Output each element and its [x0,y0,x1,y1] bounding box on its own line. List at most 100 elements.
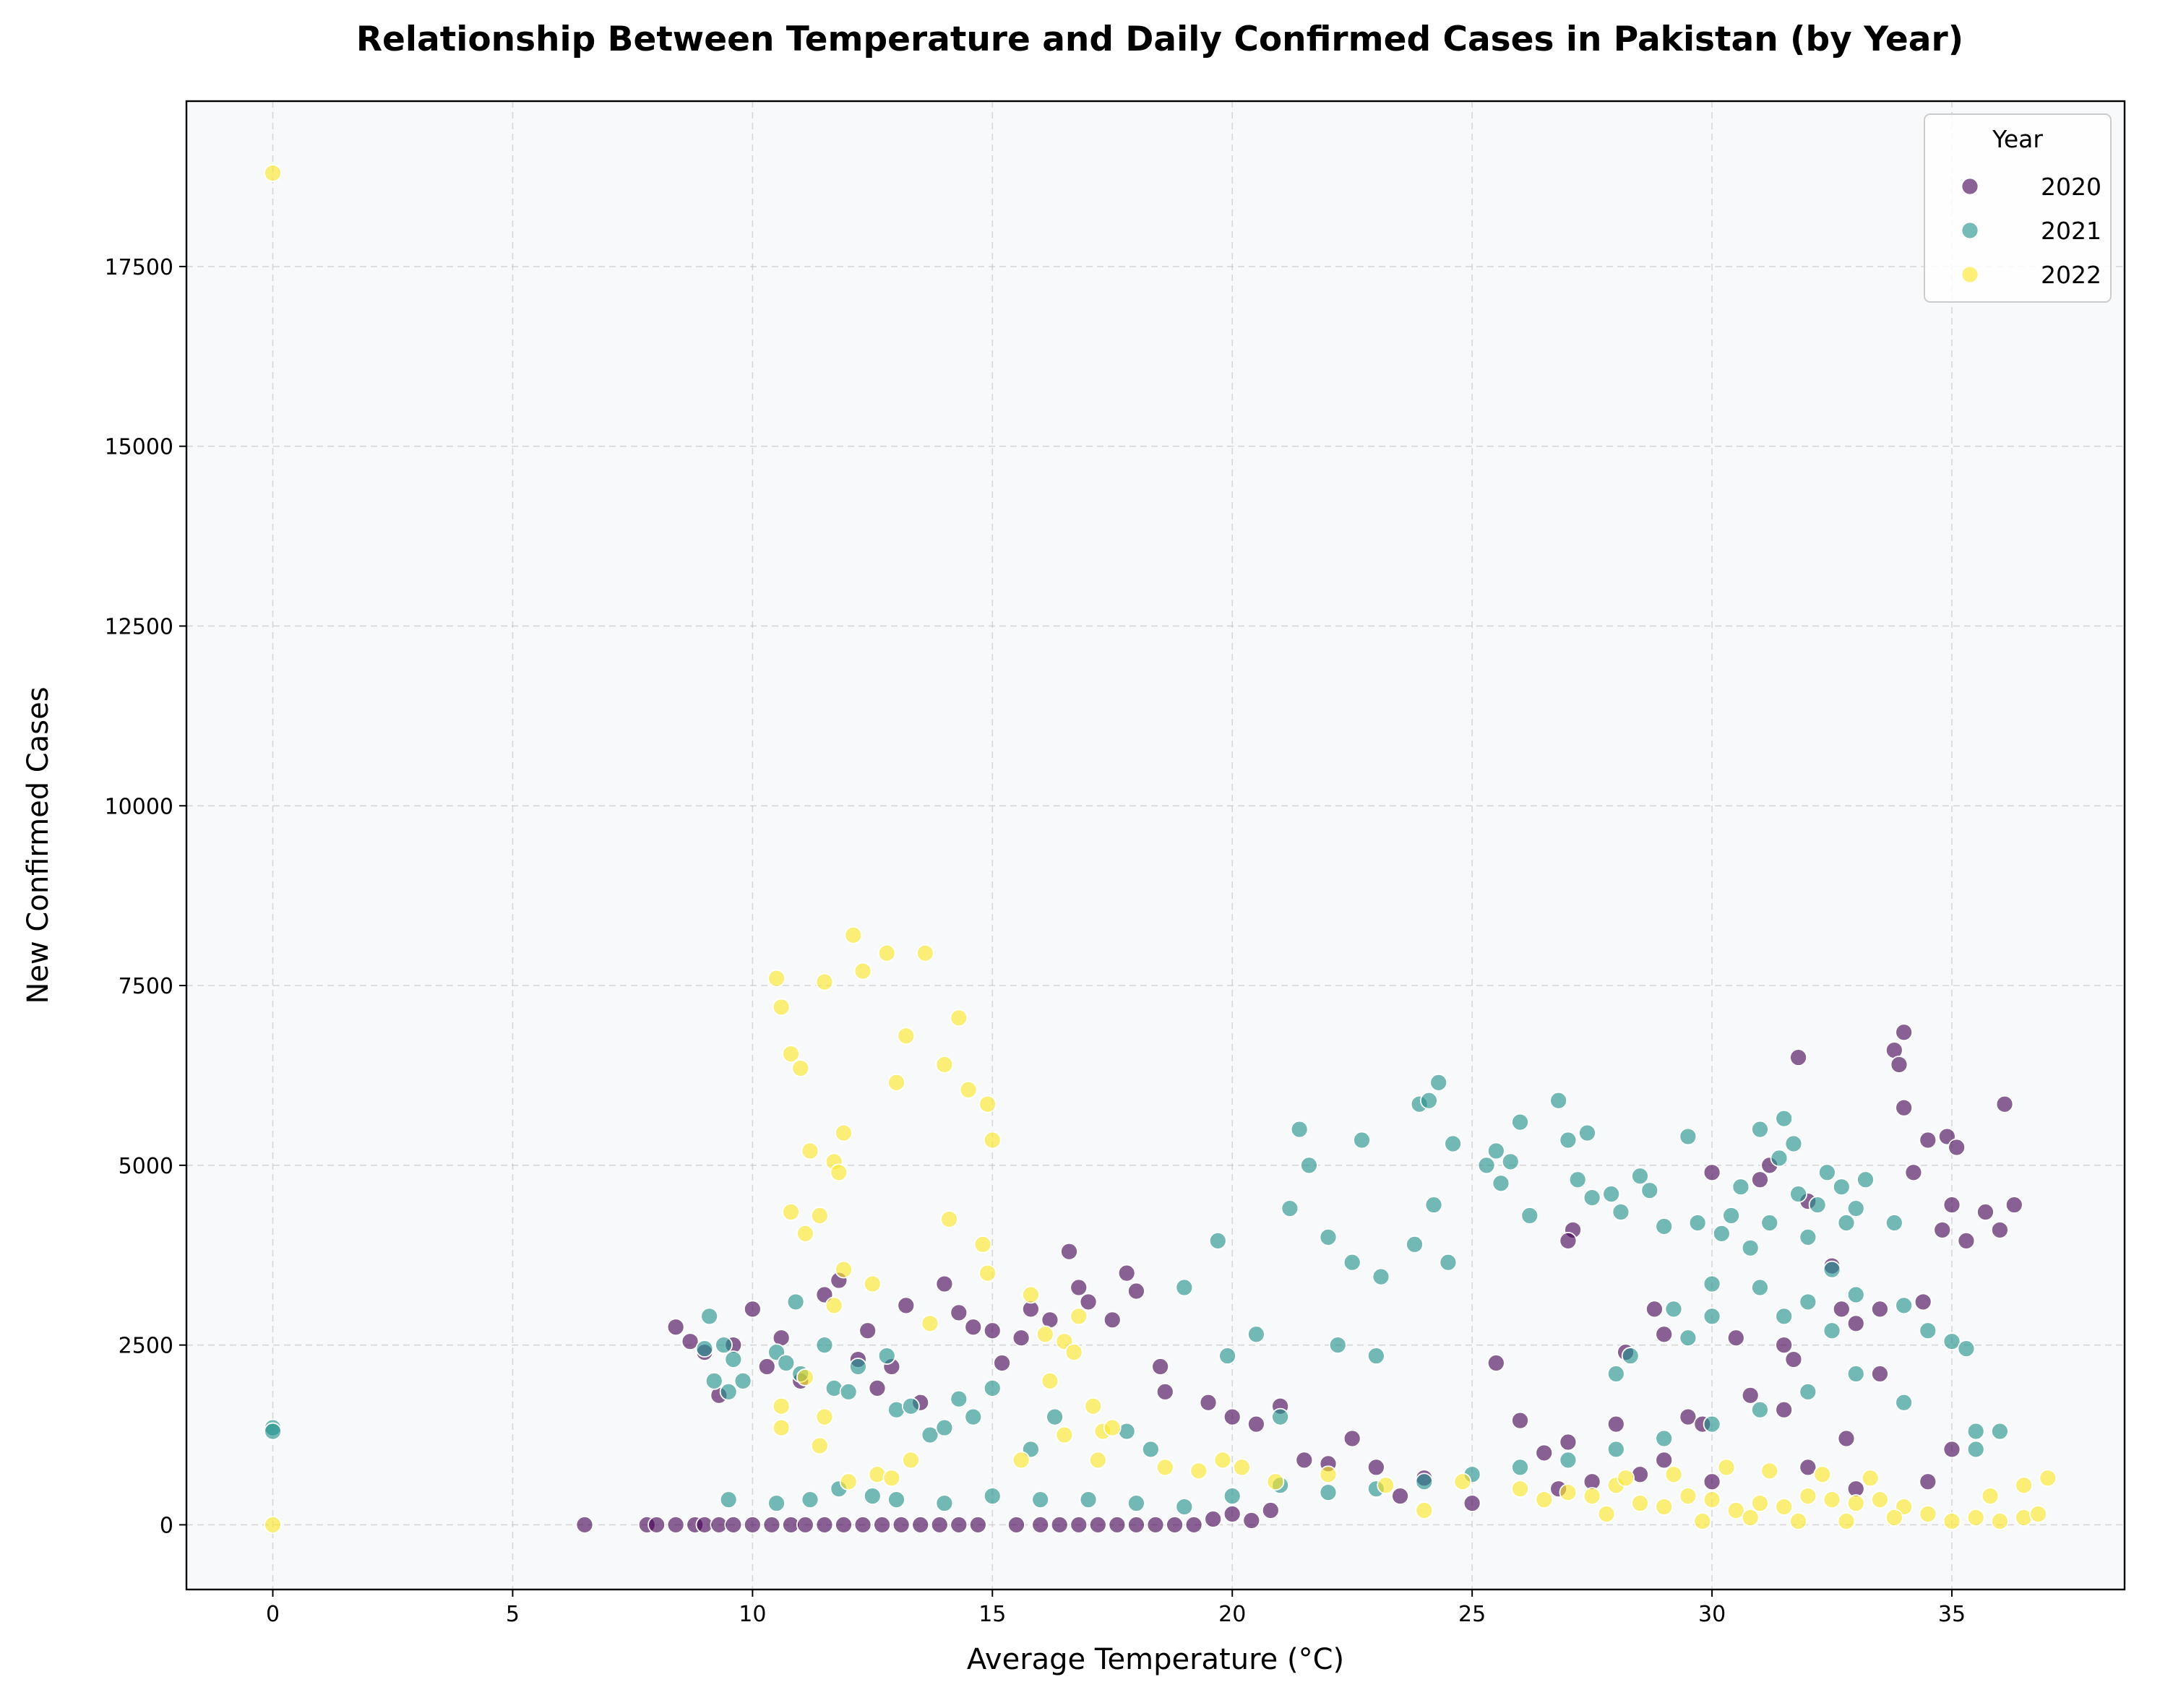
data-point-2020 [1242,1511,1261,1530]
data-point-2021 [1079,1491,1098,1509]
data-point-2022 [978,1095,997,1113]
data-point-2020 [1846,1314,1865,1333]
data-point-2022 [1942,1512,1961,1530]
data-point-2021 [1353,1131,1371,1150]
data-point-2022 [1233,1458,1251,1477]
data-point-2022 [877,944,896,962]
data-point-2021 [1415,1472,1434,1491]
data-point-2021 [1775,1109,1794,1128]
data-point-2021 [935,1418,954,1437]
data-point-2021 [786,1293,805,1311]
data-point-2020 [1199,1393,1218,1412]
data-point-2022 [1813,1465,1832,1484]
data-point-2022 [796,1224,814,1243]
data-point-2020 [1247,1415,1265,1433]
data-point-2021 [1703,1307,1721,1326]
data-point-2021 [1846,1199,1865,1217]
data-point-2021 [1549,1091,1568,1110]
data-point-2022 [902,1451,920,1470]
data-point-2020 [1904,1163,1923,1182]
data-point-2020 [1127,1516,1145,1534]
data-point-2020 [1079,1293,1098,1311]
data-point-2022 [978,1264,997,1282]
data-point-2022 [916,944,934,962]
data-point-2020 [1784,1350,1803,1368]
data-point-2020 [950,1516,968,1534]
y-tick-label: 17500 [105,255,173,280]
data-point-2022 [983,1131,1002,1150]
data-point-2021 [1799,1228,1817,1246]
data-point-2022 [1861,1469,1880,1488]
data-point-2021 [700,1307,719,1326]
x-tick-label: 20 [1218,1602,1246,1627]
data-point-2022 [1775,1498,1794,1516]
x-tick-label: 15 [978,1602,1006,1627]
data-point-2020 [1261,1501,1280,1519]
legend-label-2022: 2022 [2041,261,2101,289]
data-point-2021 [1247,1325,1265,1344]
data-point-2020 [1799,1458,1817,1477]
data-point-2020 [1957,1231,1976,1250]
data-point-2020 [1751,1170,1769,1189]
data-point-2022 [897,1027,916,1045]
data-point-2022 [835,1260,853,1279]
data-point-2021 [1789,1185,1807,1204]
data-point-2022 [1990,1512,2009,1530]
x-tick-label: 35 [1938,1602,1966,1627]
data-point-2020 [1108,1516,1127,1534]
data-point-2021 [1751,1120,1769,1139]
data-point-2021 [1486,1142,1505,1160]
data-point-2020 [911,1516,930,1534]
data-point-2020 [1789,1048,1807,1066]
data-point-2020 [1726,1329,1745,1347]
data-point-2021 [1208,1231,1227,1250]
data-point-2020 [1070,1278,1088,1297]
data-point-2022 [839,1472,858,1491]
data-point-2020 [1990,1221,2009,1239]
data-point-2021 [1823,1321,1841,1340]
data-point-2020 [1679,1407,1697,1426]
data-point-2021 [964,1407,983,1426]
data-point-2020 [892,1516,911,1534]
plot-frame [185,100,2126,1591]
data-point-2020 [1741,1386,1760,1405]
data-point-2022 [1511,1480,1529,1498]
data-point-2022 [1966,1509,1985,1527]
data-point-2021 [1511,1113,1529,1131]
data-point-2021 [935,1494,954,1512]
data-point-2020 [1871,1365,1889,1383]
data-point-2020 [1117,1264,1136,1282]
data-point-2021 [1655,1429,1674,1448]
data-point-2021 [1703,1415,1721,1433]
data-point-2021 [1885,1214,1903,1232]
data-point-2020 [796,1516,814,1534]
data-point-2021 [1429,1074,1448,1092]
data-point-2020 [681,1332,700,1351]
data-point-2020 [873,1516,891,1534]
legend-marker-2022 [1961,265,1979,284]
data-point-2020 [1031,1516,1050,1534]
data-point-2020 [1914,1293,1932,1311]
data-point-2021 [1583,1189,1601,1207]
data-point-2021 [1942,1332,1961,1351]
data-point-2020 [1703,1163,1721,1182]
data-point-2021 [1328,1336,1347,1355]
data-point-2022 [801,1142,819,1160]
data-point-2022 [1266,1472,1285,1491]
data-point-2021 [1578,1123,1596,1142]
data-point-2021 [1223,1487,1242,1506]
data-point-2021 [1602,1185,1621,1204]
data-point-2021 [1218,1347,1236,1365]
data-point-2021 [1127,1494,1145,1512]
data-point-2022 [772,1418,791,1437]
data-point-2021 [1406,1235,1424,1254]
data-point-2022 [796,1368,814,1386]
legend-marker-2021 [1961,221,1979,240]
data-point-2020 [1645,1300,1664,1319]
data-point-2020 [930,1516,949,1534]
data-point-2021 [1688,1214,1707,1232]
data-point-2021 [1703,1274,1721,1293]
data-point-2022 [791,1059,810,1077]
data-point-2020 [1535,1444,1554,1462]
data-point-2021 [715,1336,733,1355]
